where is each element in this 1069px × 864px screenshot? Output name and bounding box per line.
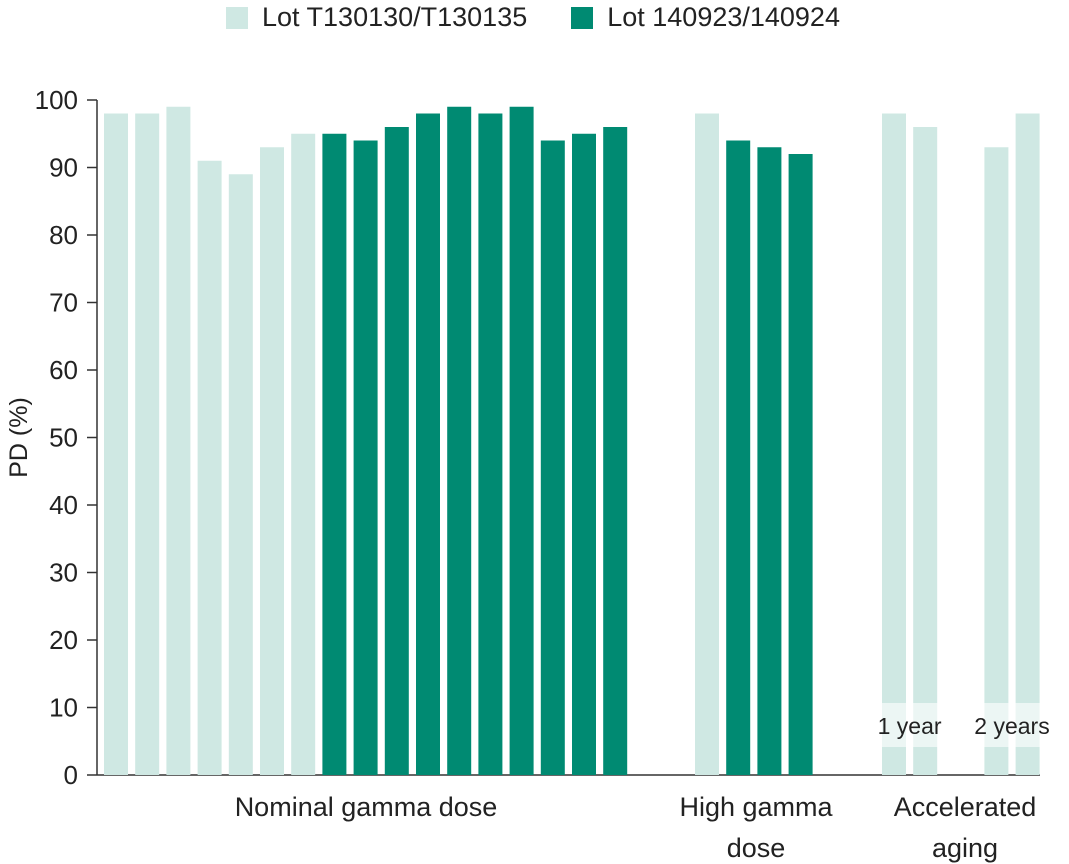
bar-group1-1 [726, 140, 751, 775]
x-category-label: aging [932, 833, 998, 863]
y-tick-label: 50 [49, 423, 78, 453]
bar-group1-3 [788, 154, 813, 775]
bar-group1-2 [757, 147, 782, 775]
x-category-label: Accelerated [894, 792, 1037, 822]
legend-swatch-dark [571, 6, 594, 29]
bar-group0-6 [291, 133, 316, 775]
legend-swatch-light [226, 6, 248, 29]
y-tick-label: 20 [49, 625, 78, 655]
y-axis-label: PD (%) [5, 397, 33, 478]
annotation-backdrop [980, 703, 1044, 747]
bar-group1-0 [695, 113, 719, 775]
bar-group0-12 [478, 113, 503, 775]
bar-group2-2 [984, 147, 1009, 775]
y-tick-label: 100 [35, 85, 78, 115]
bar-group2-3 [1015, 113, 1040, 775]
y-tick-label: 40 [49, 490, 78, 520]
bar-group0-0 [104, 113, 128, 775]
bar-group2-0 [882, 113, 906, 775]
bar-group0-10 [416, 113, 440, 775]
legend: Lot T130130/T130135 Lot 140923/140924 [226, 2, 840, 33]
bar-group0-5 [260, 147, 284, 775]
annotation-label: 1 year [878, 713, 942, 739]
legend-item-lot-140923: Lot 140923/140924 [571, 2, 840, 33]
x-category-label: Nominal gamma dose [235, 792, 498, 822]
y-tick-label: 0 [64, 760, 78, 790]
y-tick-label: 90 [49, 153, 78, 183]
bar-group0-2 [166, 106, 191, 775]
bar-group0-9 [384, 127, 409, 775]
legend-label: Lot 140923/140924 [607, 2, 840, 32]
annotation-label: 2 years [974, 713, 1049, 739]
bar-group0-4 [228, 174, 253, 775]
x-category-label: High gamma [679, 792, 833, 822]
bar-group0-13 [509, 106, 534, 775]
y-tick-label: 80 [49, 220, 78, 250]
bar-group2-1 [913, 127, 938, 775]
y-tick-label: 60 [49, 355, 78, 385]
bar-group0-15 [572, 133, 596, 775]
bar-group0-16 [603, 127, 628, 775]
annotation-backdrop [878, 703, 942, 747]
y-tick-label: 70 [49, 288, 78, 318]
bar-group0-11 [447, 106, 472, 775]
bar-group0-8 [353, 140, 378, 775]
legend-item-lot-t130130: Lot T130130/T130135 [226, 2, 527, 33]
legend-label: Lot T130130/T130135 [262, 2, 528, 32]
y-tick-label: 30 [49, 558, 78, 588]
x-category-label: dose [727, 833, 786, 863]
bar-group0-14 [540, 140, 565, 775]
bar-group0-7 [322, 133, 347, 775]
y-tick-label: 10 [49, 693, 78, 723]
bar-group0-1 [135, 113, 160, 775]
bar-group0-3 [197, 160, 222, 775]
